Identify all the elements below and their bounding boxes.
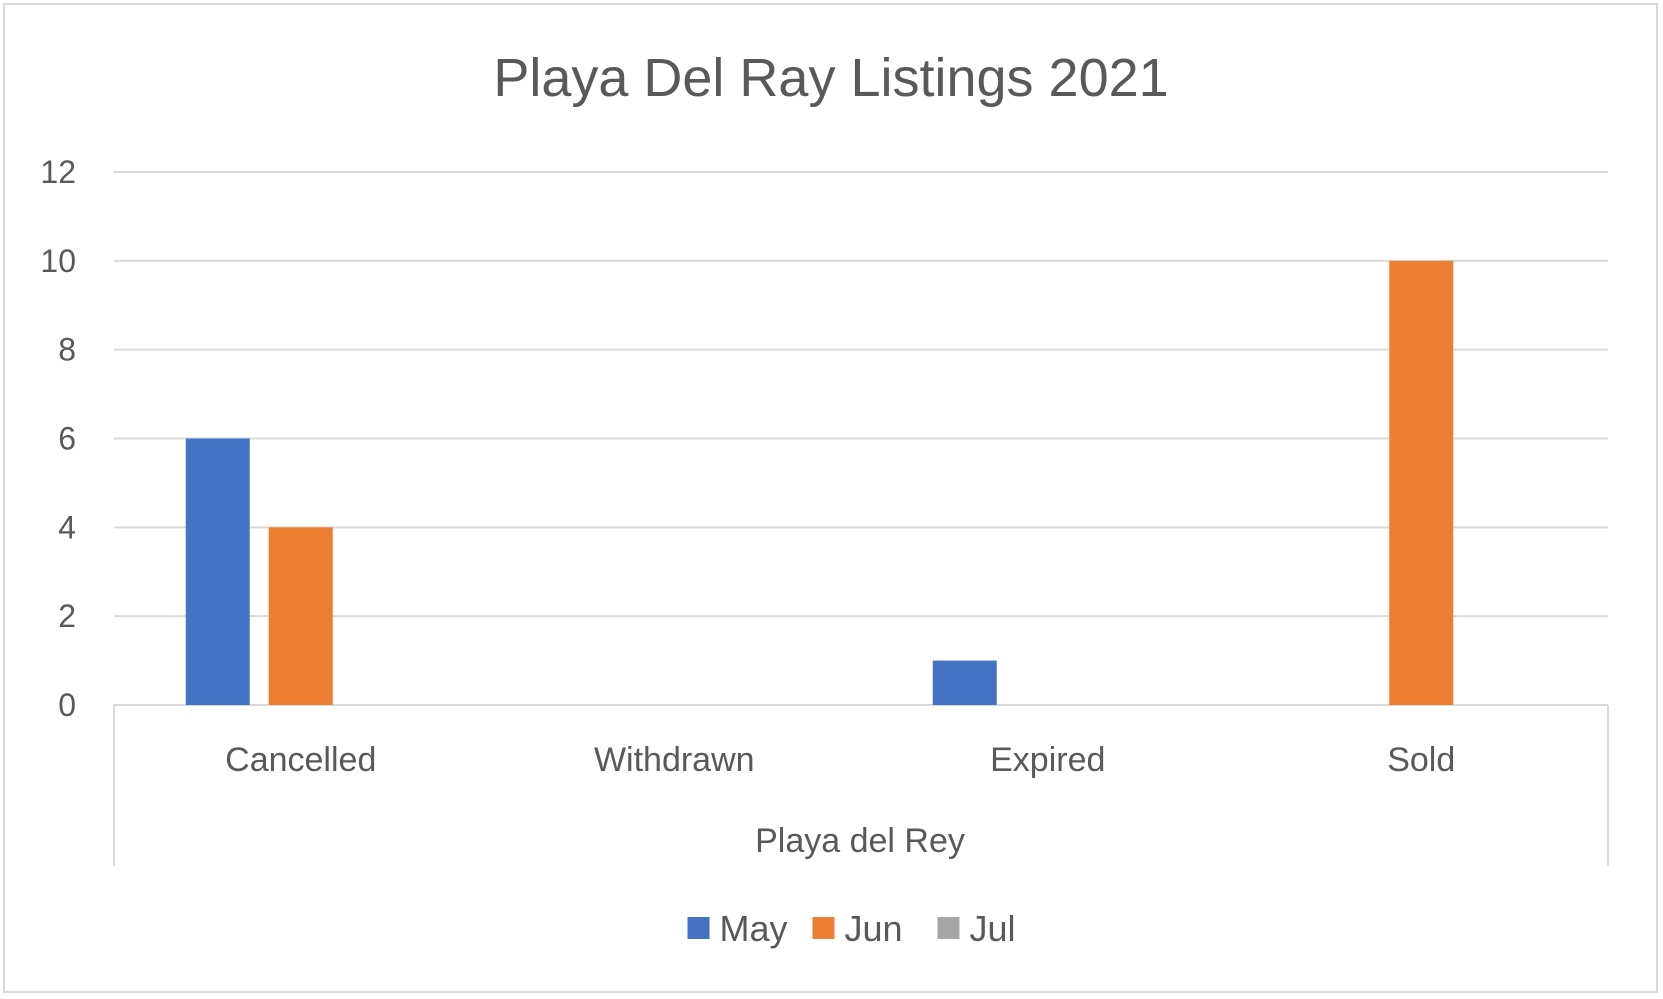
bar-jun-cancelled [268,527,333,705]
legend-label: Jun [845,908,903,949]
x-axis-category-labels: Cancelled Withdrawn Expired Sold [225,741,1455,779]
legend-swatch-may [687,917,710,939]
bar-may-cancelled [185,438,250,705]
chart-frame [3,3,1658,993]
x-tick-label: Sold [1387,741,1455,779]
group-axis-label: Playa del Rey [755,822,965,860]
x-tick-label: Withdrawn [594,741,755,779]
y-axis-ticks: 0 2 4 6 8 10 12 [40,154,76,723]
bar-jun-sold [1389,260,1454,705]
y-tick-label: 12 [40,154,76,190]
bars [185,260,1454,705]
x-tick-label: Cancelled [225,741,376,779]
y-tick-label: 8 [58,332,76,368]
x-tick-label: Expired [990,741,1105,779]
legend-swatch-jun [812,917,835,939]
y-tick-label: 6 [58,421,76,457]
y-tick-label: 2 [58,598,76,634]
y-tick-label: 0 [58,687,76,723]
gridlines [114,171,1608,618]
category-axis-frame [113,704,1609,866]
y-tick-label: 4 [58,509,76,545]
legend: May Jun Jul [687,908,1016,949]
bar-may-expired [932,660,997,705]
legend-label: May [720,908,788,949]
y-tick-label: 10 [40,243,76,279]
legend-swatch-jul [937,917,960,939]
chart-title: Playa Del Ray Listings 2021 [493,48,1168,108]
legend-label: Jul [970,908,1016,949]
